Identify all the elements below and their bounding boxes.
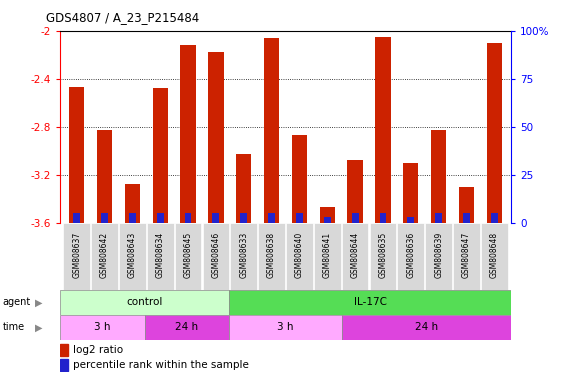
Bar [435,213,442,223]
FancyBboxPatch shape [481,223,508,290]
Bar [60,315,144,340]
Bar [240,213,247,223]
Bar [320,207,335,223]
Text: GSM808640: GSM808640 [295,232,304,278]
Bar [348,161,363,223]
Bar [463,213,470,223]
Bar [60,344,68,356]
Text: log2 ratio: log2 ratio [74,345,123,355]
Text: 24 h: 24 h [175,322,198,333]
Bar [60,359,68,371]
Bar [407,217,414,223]
Bar [459,187,474,223]
Text: ▶: ▶ [35,297,43,308]
Text: GSM808647: GSM808647 [462,232,471,278]
Bar [157,213,164,223]
Text: ▶: ▶ [35,322,43,333]
Bar [380,213,387,223]
Bar [144,315,229,340]
Bar [124,184,140,223]
Bar [268,213,275,223]
Bar [292,135,307,223]
Bar [129,213,136,223]
FancyBboxPatch shape [147,223,174,290]
Text: 3 h: 3 h [94,322,111,333]
FancyBboxPatch shape [425,223,452,290]
FancyBboxPatch shape [369,223,396,290]
Text: GDS4807 / A_23_P215484: GDS4807 / A_23_P215484 [46,12,199,25]
FancyBboxPatch shape [175,223,202,290]
Bar [60,290,229,315]
Bar [264,38,279,223]
Bar [97,130,112,223]
Bar [342,315,511,340]
Text: GSM808642: GSM808642 [100,232,109,278]
Text: time: time [3,322,25,333]
FancyBboxPatch shape [258,223,285,290]
Bar [184,213,191,223]
Bar [152,88,168,223]
Bar [73,213,80,223]
Text: 3 h: 3 h [278,322,293,333]
Bar [486,43,502,223]
Text: GSM808636: GSM808636 [407,232,415,278]
Text: GSM808641: GSM808641 [323,232,332,278]
Bar [69,87,85,223]
Text: GSM808637: GSM808637 [72,232,81,278]
Text: IL-17C: IL-17C [353,297,387,308]
Bar [101,213,108,223]
FancyBboxPatch shape [286,223,313,290]
Bar [403,163,419,223]
Text: GSM808638: GSM808638 [267,232,276,278]
Text: agent: agent [3,297,31,308]
FancyBboxPatch shape [230,223,257,290]
Text: GSM808635: GSM808635 [379,232,388,278]
FancyBboxPatch shape [91,223,118,290]
Text: GSM808644: GSM808644 [351,232,360,278]
Bar [431,130,447,223]
Bar [324,217,331,223]
Text: GSM808648: GSM808648 [490,232,499,278]
Bar [180,45,196,223]
Text: GSM808643: GSM808643 [128,232,137,278]
FancyBboxPatch shape [453,223,480,290]
Bar [208,52,223,223]
Text: GSM808639: GSM808639 [434,232,443,278]
FancyBboxPatch shape [342,223,368,290]
Bar [236,154,251,223]
Text: GSM808645: GSM808645 [183,232,192,278]
Bar [296,213,303,223]
Text: GSM808646: GSM808646 [211,232,220,278]
Text: percentile rank within the sample: percentile rank within the sample [74,360,250,370]
FancyBboxPatch shape [397,223,424,290]
FancyBboxPatch shape [119,223,146,290]
Text: 24 h: 24 h [415,322,438,333]
Bar [212,213,219,223]
Bar [352,213,359,223]
FancyBboxPatch shape [63,223,90,290]
Bar [229,290,511,315]
Text: GSM808633: GSM808633 [239,232,248,278]
FancyBboxPatch shape [314,223,341,290]
Text: GSM808634: GSM808634 [156,232,164,278]
Bar [375,37,391,223]
Text: control: control [126,297,163,308]
Bar [229,315,342,340]
FancyBboxPatch shape [203,223,229,290]
Bar [491,213,498,223]
